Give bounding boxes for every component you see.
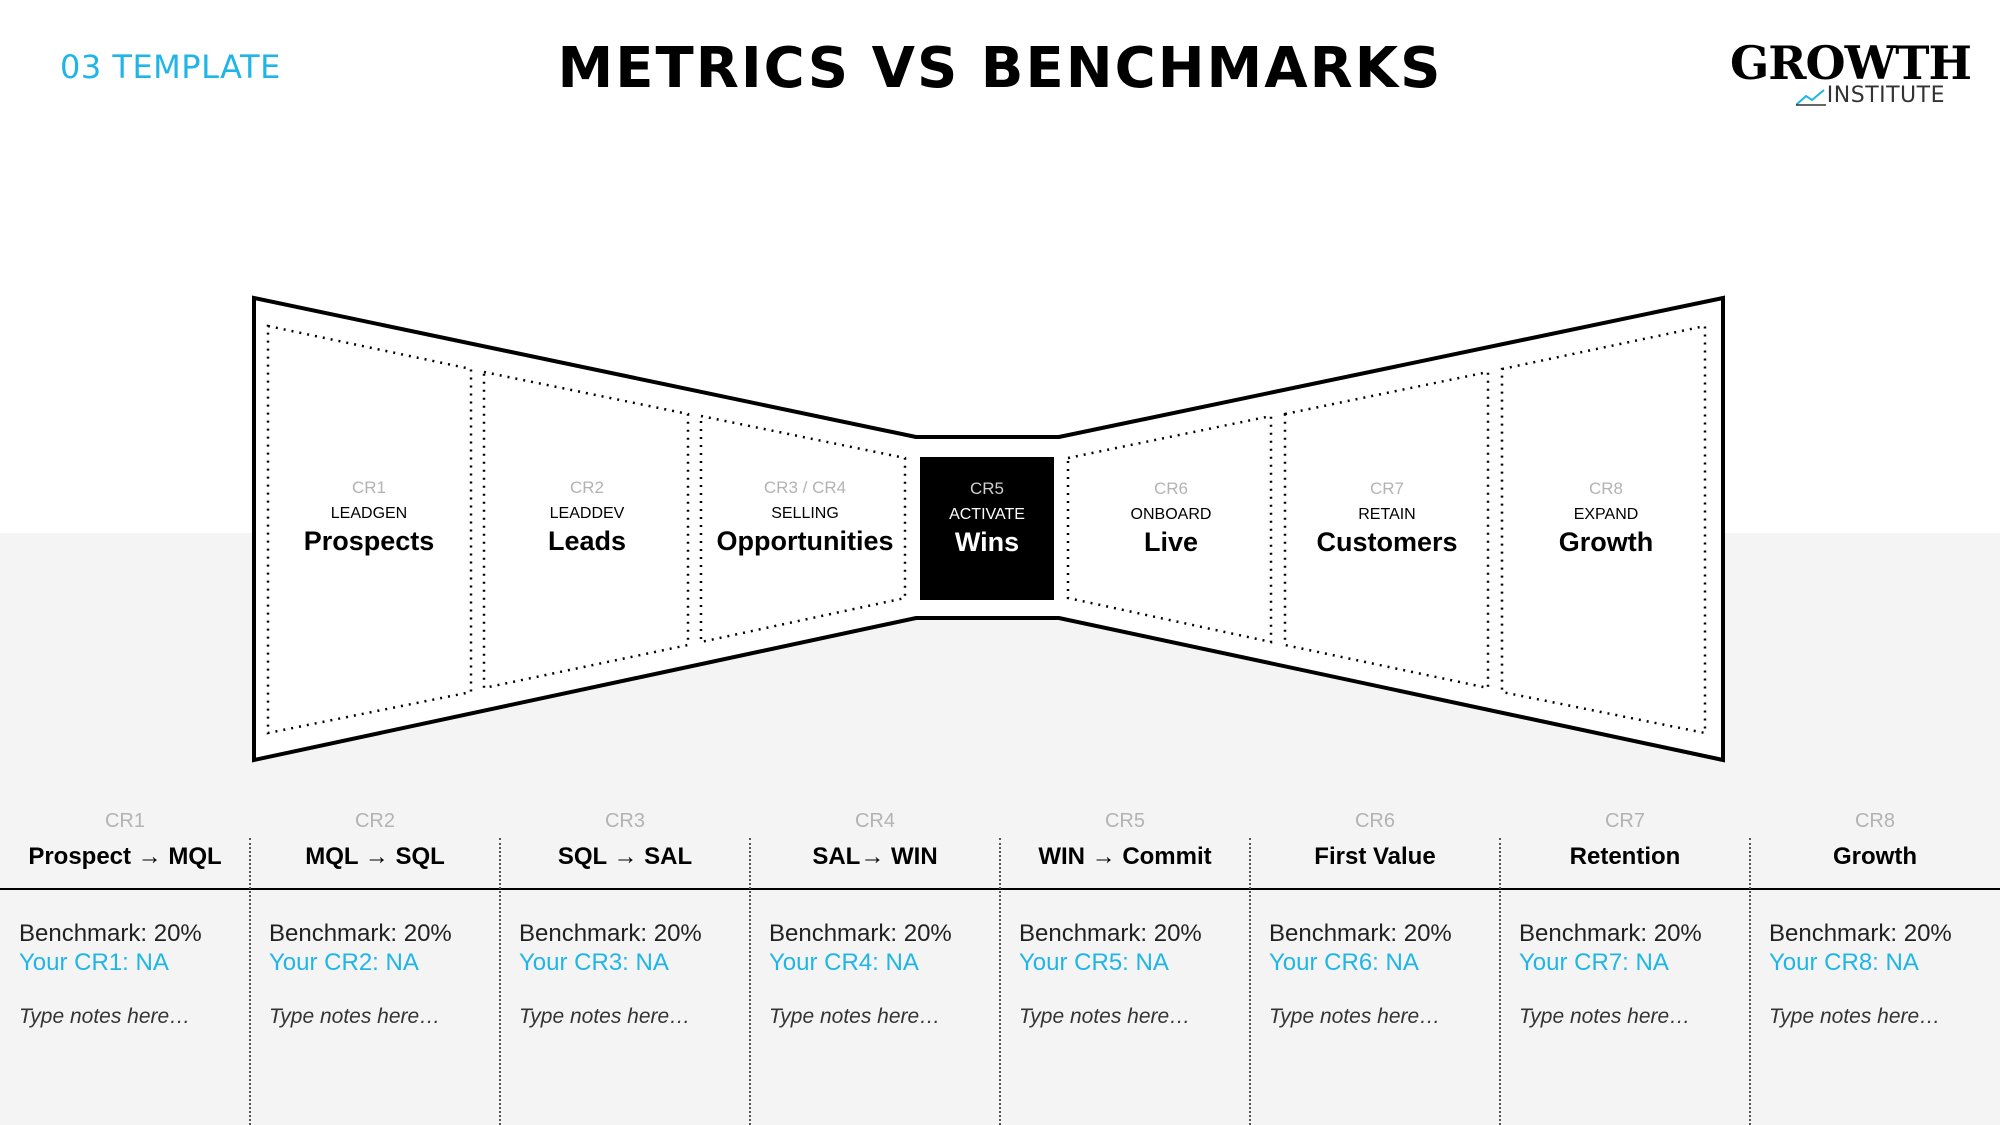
metric-column-cr2: CR2 MQL → SQL Benchmark: 20% Your CR2: N…: [250, 800, 500, 1125]
stage-name: Wins: [954, 527, 1020, 557]
notes-placeholder[interactable]: Type notes here…: [1019, 1005, 1191, 1028]
stage-cr-label: CR5: [969, 479, 1004, 498]
column-title: Prospect → MQL: [28, 843, 222, 870]
stage-cr-label: CR1: [351, 478, 386, 497]
column-divider: [1749, 838, 1751, 1125]
column-title: Growth: [1833, 843, 1917, 870]
metric-column-cr4: CR4 SAL→ WIN Benchmark: 20% Your CR4: NA…: [750, 800, 1000, 1125]
column-title: MQL → SQL: [305, 843, 445, 870]
metric-column-cr3: CR3 SQL → SAL Benchmark: 20% Your CR3: N…: [500, 800, 750, 1125]
column-divider: [1499, 838, 1501, 1125]
column-title: WIN → Commit: [1038, 843, 1212, 870]
benchmark-text[interactable]: Benchmark: 20%: [1519, 920, 1702, 947]
stage-phase: LEADDEV: [549, 505, 625, 522]
column-cr-label: CR2: [354, 810, 395, 832]
column-divider: [499, 838, 501, 1125]
benchmark-text[interactable]: Benchmark: 20%: [269, 920, 452, 947]
stage-panel-cr1: [266, 324, 473, 735]
growth-institute-logo: GROWTH INSTITUTE: [1730, 40, 1972, 110]
notes-placeholder[interactable]: Type notes here…: [1769, 1005, 1941, 1028]
your-cr-value[interactable]: Your CR3: NA: [519, 949, 669, 976]
template-label: 03 TEMPLATE: [60, 48, 281, 86]
stage-phase: SELLING: [771, 505, 839, 522]
stage-cr7: CR7 RETAIN Customers: [1277, 478, 1497, 558]
stage-panel-cr6: [1066, 414, 1273, 644]
stage-cr3-cr4: CR3 / CR4 SELLING Opportunities: [695, 477, 915, 557]
stage-panel-cr5-highlight: [920, 457, 1054, 600]
column-cr-label: CR7: [1604, 810, 1645, 832]
notes-placeholder[interactable]: Type notes here…: [769, 1005, 941, 1028]
stage-name: Growth: [1558, 527, 1654, 557]
column-divider: [749, 838, 751, 1125]
stage-phase: RETAIN: [1358, 506, 1416, 523]
stage-panel-cr2: [482, 370, 690, 690]
your-cr-value[interactable]: Your CR2: NA: [269, 949, 419, 976]
logo-sub-text: INSTITUTE: [1826, 83, 1945, 108]
stage-cr-label: CR2: [569, 478, 604, 497]
column-cr-label: CR4: [854, 810, 895, 832]
column-cr-label: CR5: [1104, 810, 1145, 832]
column-title: First Value: [1314, 843, 1436, 870]
your-cr-value[interactable]: Your CR6: NA: [1269, 949, 1419, 976]
stage-cr8: CR8 EXPAND Growth: [1496, 478, 1716, 558]
stage-cr-label: CR6: [1153, 479, 1188, 498]
column-cr-label: CR1: [104, 810, 145, 832]
benchmark-text[interactable]: Benchmark: 20%: [1019, 920, 1202, 947]
stage-cr1: CR1 LEADGEN Prospects: [259, 477, 479, 557]
stage-cr-label: CR7: [1369, 479, 1404, 498]
stage-cr6: CR6 ONBOARD Live: [1061, 478, 1281, 558]
stage-panel-cr3-cr4: [699, 414, 907, 644]
metric-column-cr1: CR1 Prospect → MQL Benchmark: 20% Your C…: [0, 800, 250, 1125]
your-cr-value[interactable]: Your CR5: NA: [1019, 949, 1169, 976]
stage-name: Opportunities: [716, 526, 894, 556]
stage-phase: EXPAND: [1573, 506, 1639, 523]
notes-placeholder[interactable]: Type notes here…: [1519, 1005, 1691, 1028]
metric-column-cr7: CR7 Retention Benchmark: 20% Your CR7: N…: [1500, 800, 1750, 1125]
metric-column-cr5: CR5 WIN → Commit Benchmark: 20% Your CR5…: [1000, 800, 1250, 1125]
logo-mountain-icon: [1796, 89, 1826, 106]
stage-cr-label: CR3 / CR4: [763, 478, 847, 497]
benchmark-text[interactable]: Benchmark: 20%: [769, 920, 952, 947]
column-cr-label: CR6: [1354, 810, 1395, 832]
column-title: Retention: [1569, 843, 1681, 870]
stage-phase: ONBOARD: [1130, 506, 1212, 523]
notes-placeholder[interactable]: Type notes here…: [269, 1005, 441, 1028]
stage-name: Leads: [547, 526, 627, 556]
column-title: SAL→ WIN: [812, 843, 938, 870]
logo-main-text: GROWTH: [1730, 36, 1972, 90]
column-divider: [999, 838, 1001, 1125]
stage-cr5: CR5 ACTIVATE Wins: [877, 478, 1097, 558]
benchmark-text[interactable]: Benchmark: 20%: [1769, 920, 1952, 947]
column-title: SQL → SAL: [557, 843, 693, 870]
stage-name: Live: [1143, 527, 1199, 557]
your-cr-value[interactable]: Your CR8: NA: [1769, 949, 1919, 976]
column-divider: [249, 838, 251, 1125]
stage-name: Prospects: [303, 526, 435, 556]
stage-cr-label: CR8: [1588, 479, 1623, 498]
stage-name: Customers: [1316, 527, 1458, 557]
notes-placeholder[interactable]: Type notes here…: [1269, 1005, 1441, 1028]
column-divider: [1249, 838, 1251, 1125]
notes-placeholder[interactable]: Type notes here…: [519, 1005, 691, 1028]
metric-column-cr8: CR8 Growth Benchmark: 20% Your CR8: NA T…: [1750, 800, 2000, 1125]
page-title: METRICS VS BENCHMARKS: [557, 36, 1443, 101]
stage-phase: LEADGEN: [330, 505, 408, 522]
stage-phase: ACTIVATE: [949, 506, 1025, 523]
stage-panel-cr8: [1500, 324, 1707, 735]
column-cr-label: CR3: [604, 810, 645, 832]
benchmark-text[interactable]: Benchmark: 20%: [1269, 920, 1452, 947]
your-cr-value[interactable]: Your CR4: NA: [769, 949, 919, 976]
benchmark-text[interactable]: Benchmark: 20%: [19, 920, 202, 947]
column-cr-label: CR8: [1854, 810, 1895, 832]
your-cr-value[interactable]: Your CR1: NA: [19, 949, 169, 976]
metric-column-cr6: CR6 First Value Benchmark: 20% Your CR6:…: [1250, 800, 1500, 1125]
benchmark-text[interactable]: Benchmark: 20%: [519, 920, 702, 947]
stage-cr2: CR2 LEADDEV Leads: [477, 477, 697, 557]
notes-placeholder[interactable]: Type notes here…: [19, 1005, 191, 1028]
your-cr-value[interactable]: Your CR7: NA: [1519, 949, 1669, 976]
